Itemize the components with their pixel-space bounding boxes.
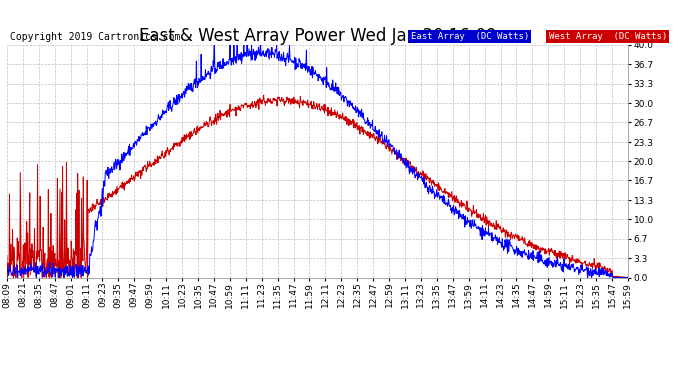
Title: East & West Array Power Wed Jan 30 16:09: East & West Array Power Wed Jan 30 16:09 xyxy=(139,27,496,45)
Text: Copyright 2019 Cartronics.com: Copyright 2019 Cartronics.com xyxy=(10,32,181,42)
Text: West Array  (DC Watts): West Array (DC Watts) xyxy=(549,32,667,41)
Text: East Array  (DC Watts): East Array (DC Watts) xyxy=(411,32,529,41)
